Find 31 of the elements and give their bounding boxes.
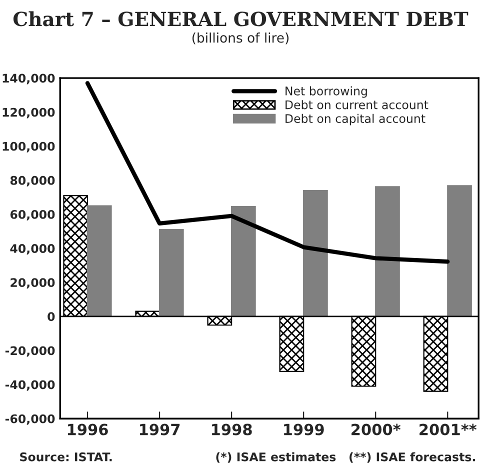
y-tick-label: 0: [48, 312, 55, 322]
bar: [86, 205, 112, 317]
y-tick-label: -20,000: [5, 346, 55, 357]
y-tick-label: 140,000: [2, 74, 55, 84]
x-tick-label: 1999: [284, 424, 324, 436]
x-tick-label: 1997: [140, 424, 180, 436]
bar: [158, 229, 184, 317]
y-tick-label: 60,000: [10, 210, 55, 220]
y-tick-label: 20,000: [10, 278, 55, 289]
text: (*) ISAE estimates (**) ISAE forecasts.: [216, 452, 475, 463]
bar: [230, 206, 256, 317]
bar: [447, 185, 472, 317]
bar: [303, 190, 328, 317]
bar: [375, 186, 400, 317]
y-tick-label: 80,000: [10, 176, 55, 186]
source-note: Source: ISTAT.: [20, 452, 112, 462]
legend-label: Debt on current account: [286, 100, 428, 110]
chart-title: Chart 7 – GENERAL GOVERNMENT DEBT: [13, 11, 468, 26]
y-tick-label: 40,000: [10, 244, 55, 254]
y-tick-label: -60,000: [5, 414, 55, 425]
x-tick-label: 2001**: [420, 424, 477, 436]
y-tick-label: 120,000: [2, 108, 55, 118]
y-tick-label: 100,000: [2, 142, 55, 152]
x-tick-label: 1996: [68, 424, 108, 436]
x-tick-label: 2000*: [352, 424, 401, 436]
x-tick-label: 1998: [212, 424, 252, 436]
chart-subtitle: (billions of lire): [192, 32, 289, 44]
legend-label: Net borrowing: [286, 86, 367, 98]
y-tick-label: -40,000: [5, 380, 55, 391]
legend-label: Debt on capital account: [286, 114, 426, 126]
line-series: [85, 81, 450, 264]
